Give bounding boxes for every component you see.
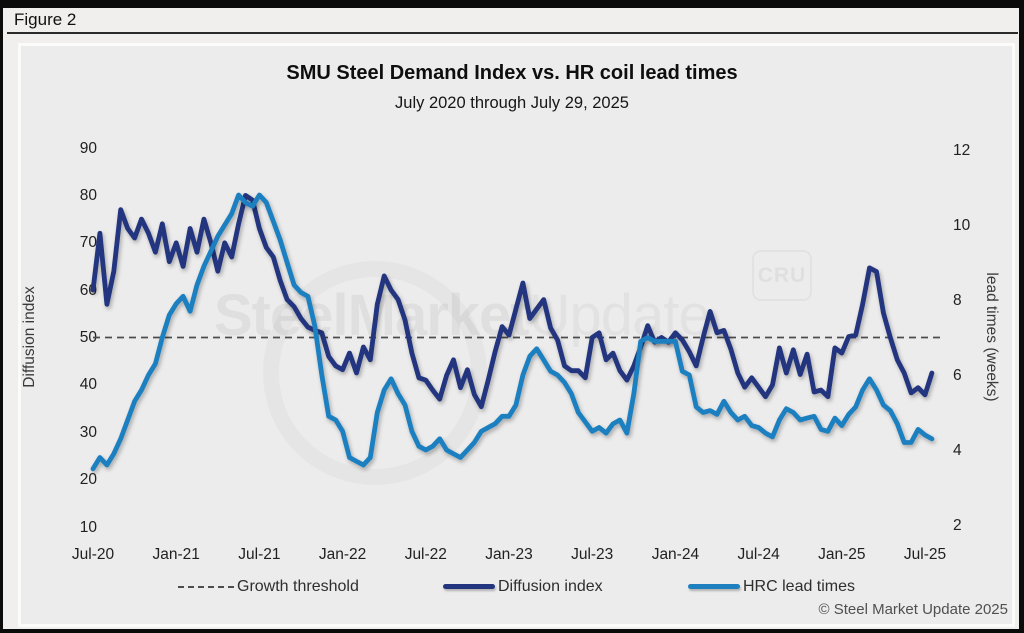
x-axis-tick: Jul-20 — [71, 546, 115, 563]
x-axis-tick: Jan-23 — [485, 546, 533, 563]
x-axis-tick: Jul-22 — [404, 546, 447, 563]
x-axis-tick: Jan-24 — [651, 546, 700, 563]
diffusion-index-legend-swatch — [443, 583, 495, 590]
y-left-tick: 30 — [79, 423, 97, 441]
y-left-tick: 70 — [79, 234, 97, 252]
hrc-lead-times-legend-swatch — [688, 583, 740, 590]
x-axis-tick: Jul-25 — [903, 546, 947, 563]
legend-item-diffusion-index: Diffusion index — [443, 576, 603, 597]
legend-item-growth-threshold: Growth threshold — [178, 576, 359, 597]
y-left-tick: 60 — [79, 281, 97, 299]
y-right-tick: 12 — [953, 141, 971, 159]
watermark-word-update: Update — [529, 283, 711, 348]
diffusion-index-legend-label: Diffusion index — [498, 577, 603, 595]
watermark-word-steelmarket: SteelMarket — [214, 283, 530, 348]
y-left-tick: 80 — [79, 186, 97, 204]
y-right-tick: 4 — [953, 441, 962, 459]
y-left-tick: 20 — [79, 471, 97, 489]
growth-threshold-legend-label: Growth threshold — [237, 577, 359, 595]
cru-logo-watermark: CRU — [752, 250, 812, 301]
growth-threshold-legend-swatch — [178, 585, 234, 588]
y-left-tick: 40 — [79, 376, 97, 394]
hrc-lead-times-legend-label: HRC lead times — [743, 577, 856, 595]
figure-label: Figure 2 — [14, 10, 77, 29]
header-rule — [7, 32, 1018, 34]
y-left-axis-title: Diffusion index — [21, 286, 38, 388]
chart-subtitle: July 2020 through July 29, 2025 — [395, 94, 629, 112]
y-right-tick: 2 — [953, 516, 962, 534]
x-axis-tick: Jan-22 — [318, 546, 367, 563]
x-axis-tick: Jul-23 — [571, 546, 614, 563]
y-left-tick: 10 — [79, 518, 97, 536]
copyright-credit: © Steel Market Update 2025 — [818, 601, 1009, 618]
y-right-tick: 8 — [953, 291, 962, 309]
legend-item-hrc-lead-times: HRC lead times — [688, 576, 855, 597]
y-left-tick: 90 — [79, 139, 97, 157]
x-axis-tick: Jan-25 — [818, 546, 866, 563]
y-right-tick: 6 — [953, 366, 962, 384]
y-right-tick: 10 — [953, 216, 971, 234]
x-axis-tick: Jul-24 — [737, 546, 780, 563]
chart-title: SMU Steel Demand Index vs. HR coil lead … — [286, 62, 738, 84]
x-axis-tick: Jan-21 — [152, 546, 200, 563]
y-left-tick: 50 — [79, 329, 97, 346]
x-axis-tick: Jul-21 — [238, 546, 281, 563]
